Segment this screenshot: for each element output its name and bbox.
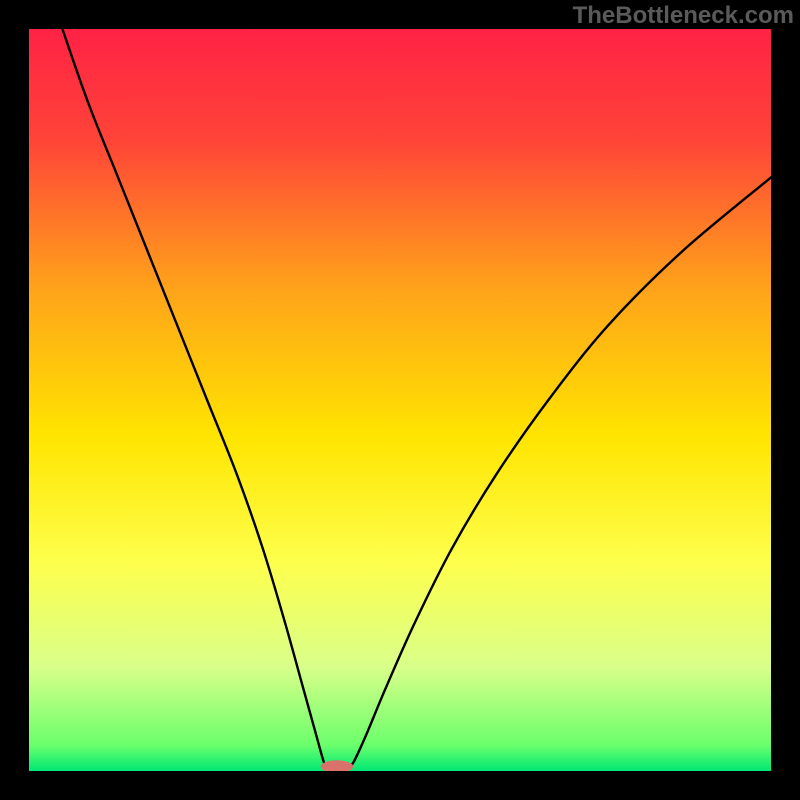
chart-frame: TheBottleneck.com (0, 0, 800, 800)
bottleneck-curve-chart (29, 29, 771, 771)
plot-background (29, 29, 771, 771)
watermark-text: TheBottleneck.com (573, 2, 794, 30)
